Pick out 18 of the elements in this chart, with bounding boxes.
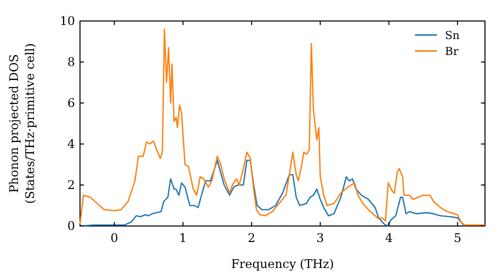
y-axis-title: Phonon projected DOS (States/THz·primitive cell) (7, 43, 37, 204)
y-tick-label: 4 (67, 137, 76, 151)
x-tick-label: 1 (179, 231, 187, 245)
y-tick-label: 6 (67, 96, 75, 110)
legend-label: Br (445, 45, 460, 58)
x-axis-title: Frequency (THz) (231, 257, 334, 271)
legend-label: Sn (445, 29, 460, 42)
y-tick-label: 8 (67, 55, 75, 69)
y-tick-label: 2 (67, 178, 75, 192)
x-tick-label: 5 (454, 231, 462, 245)
x-tick-label: 3 (316, 231, 324, 245)
y-tick-label: 10 (60, 14, 75, 28)
line-series (79, 28, 486, 226)
x-tick-label: 4 (385, 231, 394, 245)
x-tick-label: 0 (110, 231, 118, 245)
y-tick-label: 0 (67, 219, 75, 233)
x-tick-label: 2 (248, 231, 256, 245)
line-series (79, 160, 466, 227)
